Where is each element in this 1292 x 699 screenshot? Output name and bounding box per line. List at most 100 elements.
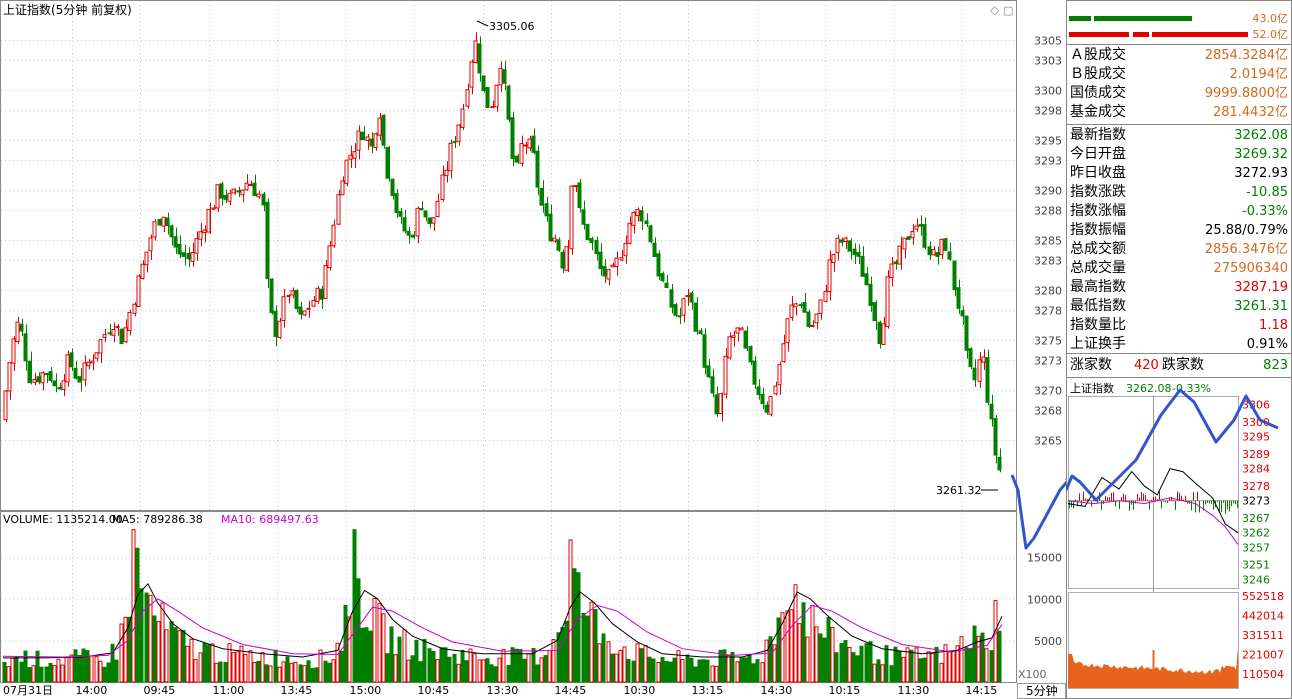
mini-breadth-bar: [1197, 491, 1198, 501]
candle-body: [864, 273, 869, 286]
volume-bar: [976, 635, 981, 683]
candle-body: [498, 67, 503, 86]
price-tick-label: 3265: [1034, 435, 1062, 448]
volume-bar: [189, 638, 194, 683]
volume-bar: [485, 658, 490, 683]
candle-body: [693, 302, 698, 332]
volume-bar: [56, 658, 61, 683]
candle-body: [444, 169, 449, 177]
mini-breadth-bar: [1183, 499, 1184, 501]
mini-breadth-bar: [1181, 495, 1182, 501]
index-info-value: 275906340: [1213, 261, 1288, 276]
mini-breadth-bar: [1145, 494, 1146, 501]
price-tick-label: 3295: [1034, 135, 1062, 148]
candle-body: [868, 283, 873, 306]
mini-breadth-bar: [1167, 500, 1168, 503]
volume-bar: [381, 613, 386, 683]
volume-bar: [805, 636, 810, 683]
candle-body: [198, 231, 203, 240]
price-pane[interactable]: [0, 0, 1017, 511]
candle-body: [69, 352, 74, 368]
candle-body: [698, 330, 703, 334]
volume-bar: [481, 659, 486, 683]
index-info-row: 指数振幅 25.88/0.79%: [1070, 221, 1288, 240]
candle-body: [573, 185, 578, 188]
mini-price-tick: 3246: [1242, 573, 1270, 586]
mini-breadth-bar: [1185, 495, 1186, 501]
volume-bar: [793, 584, 798, 683]
candle-body: [835, 237, 840, 254]
volume-bar: [223, 661, 228, 683]
volume-bar: [385, 653, 390, 683]
volume-bar: [281, 661, 286, 683]
mini-price-line: [1067, 468, 1239, 534]
window-control-icon[interactable]: ▢: [1003, 4, 1013, 17]
mini-breadth-bar: [1143, 493, 1144, 501]
candle-body: [377, 117, 382, 136]
mini-breadth-bar: [1229, 500, 1230, 512]
candle-body: [902, 237, 907, 250]
volume-bar: [968, 648, 973, 683]
volume-bar: [198, 652, 203, 683]
candle-body: [269, 278, 274, 314]
candle-body: [410, 234, 415, 238]
price-tick-label: 3268: [1034, 405, 1062, 418]
candle-body: [431, 217, 436, 224]
main-chart[interactable]: 3265 3268 3270 3273 3275 3278 3280 3283 3285 3288…: [0, 0, 1066, 699]
volume-bar: [776, 617, 781, 683]
volume-bar: [922, 657, 927, 683]
candle-body: [456, 124, 461, 142]
volume-bar: [44, 666, 49, 683]
candle-body: [847, 240, 852, 252]
candle-body: [752, 360, 757, 385]
mini-price-tick: 3262: [1242, 527, 1270, 540]
volume-bar: [164, 629, 169, 683]
volume-bar: [889, 665, 894, 683]
volume-bar: [581, 613, 586, 683]
mini-breadth-bar: [1169, 498, 1170, 501]
volume-bar: [801, 602, 806, 683]
candle-body: [52, 380, 57, 387]
volume-bar: [435, 659, 440, 683]
candle-body: [514, 155, 519, 163]
candle-body: [564, 246, 569, 271]
mini-breadth-bar: [1107, 497, 1108, 501]
candle-body: [810, 324, 815, 327]
mini-breadth-bar: [1129, 500, 1130, 511]
candle-body: [931, 249, 936, 256]
diamond-icon[interactable]: ◇: [990, 3, 1000, 17]
volume-bar: [705, 659, 710, 683]
mini-price-tick: 3278: [1242, 480, 1270, 493]
ma5-legend: MA5: 789286.38: [112, 513, 203, 526]
mini-volume-area: [1068, 648, 1238, 688]
volume-bar: [98, 660, 103, 683]
candle-body: [935, 252, 940, 257]
mini-breadth-bar: [1147, 499, 1148, 501]
candle-body: [631, 211, 636, 226]
volume-bar: [35, 650, 40, 683]
candle-body: [169, 225, 174, 238]
volume-bar: [959, 636, 964, 683]
volume-bar: [668, 661, 673, 683]
candle-body: [743, 330, 748, 349]
volume-bar: [660, 656, 665, 683]
candle-body: [485, 87, 490, 108]
volume-bar: [564, 620, 569, 683]
candle-body: [132, 303, 137, 314]
volume-bar: [651, 658, 656, 683]
volume-bar: [447, 656, 452, 683]
volume-bar: [834, 652, 839, 683]
candle-body: [435, 200, 440, 217]
red-bar-a: [1069, 32, 1129, 37]
candle-body: [365, 136, 370, 141]
volume-unit: X100: [1018, 668, 1047, 681]
candle-body: [872, 302, 877, 322]
volume-bar: [210, 643, 215, 683]
volume-bar: [27, 667, 32, 683]
volume-bar: [402, 629, 407, 683]
volume-bar: [418, 661, 423, 683]
candle-body: [589, 238, 594, 244]
info-panel: 43.0亿 52.0亿 上证指数 3262.08 -0.33% 3306 3300 329…: [1066, 0, 1292, 699]
index-info-value: 25.88/0.79%: [1205, 223, 1288, 238]
volume-bar: [764, 639, 769, 683]
